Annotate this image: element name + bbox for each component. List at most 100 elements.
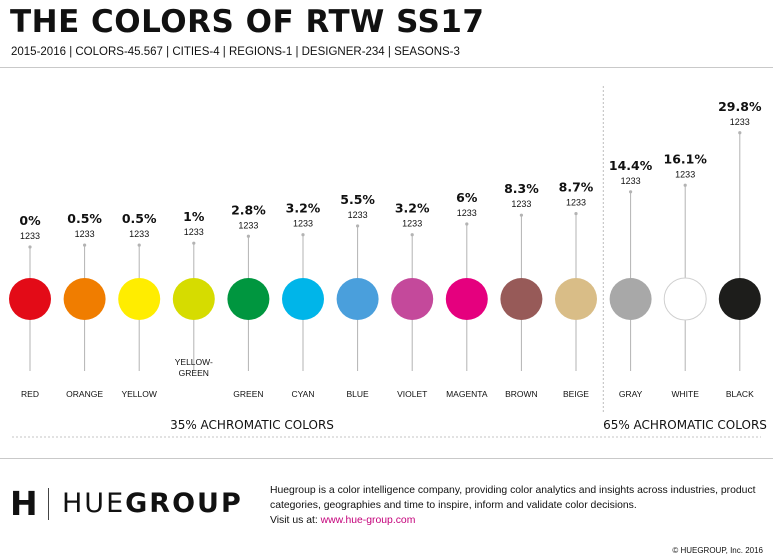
color-swatch-yellow [118,278,161,320]
count-label-gray: 1233 [621,176,641,186]
logo-wordmark-light: HUE [62,488,126,519]
color-column-orange: 0.5% 1233 ORANGE [63,211,106,399]
category-label-magenta: MAGENTA [446,389,488,399]
color-column-yellow: 0.5% 1233 YELLOW [118,211,161,399]
footer-divider [0,458,773,459]
stem-cap-black [738,131,742,135]
stem-cap-yellow-green [192,241,196,245]
category-label-orange: ORANGE [66,389,103,399]
stem-cap-green [246,234,250,238]
logo-separator [48,488,49,520]
category-label-cyan: CYAN [292,389,315,399]
value-label-orange: 0.5% [67,211,102,226]
color-swatch-beige [555,278,597,320]
count-label-brown: 1233 [511,199,531,209]
category-label-gray: GRAY [619,389,643,399]
color-swatch-black [718,278,761,320]
color-swatch-blue [336,278,379,320]
category-label-green: GREEN [233,389,263,399]
group-label-2: 65% ACHROMATIC COLORS [603,418,767,432]
color-column-brown: 8.3% 1233 BROWN [500,181,543,399]
category-label-blue: BLUE [346,389,369,399]
color-swatch-red [9,278,51,320]
logo-wordmark: HUEGROUP [62,486,243,522]
count-label-magenta: 1233 [457,208,477,218]
color-swatch-cyan [282,278,324,320]
count-label-blue: 1233 [348,210,368,220]
color-column-beige: 8.7% 1233 BEIGE [555,180,597,399]
stem-cap-beige [574,212,578,216]
color-column-green: 2.8% 1233 GREEN [227,202,270,399]
stem-cap-gray [629,190,633,194]
stem-cap-red [28,245,32,249]
stem-cap-cyan [301,233,305,237]
count-label-cyan: 1233 [293,219,313,229]
color-swatch-gray [609,278,652,320]
value-label-cyan: 3.2% [286,201,321,216]
top-divider [0,67,773,68]
value-label-beige: 8.7% [559,180,594,195]
group-label-1: 35% ACHROMATIC COLORS [170,418,334,432]
color-column-black: 29.8% 1233 BLACK [718,99,762,399]
color-swatch-magenta [445,278,488,320]
stem-cap-brown [519,213,524,217]
visit-label: Visit us at: [270,515,318,526]
value-label-green: 2.8% [231,202,266,217]
color-column-blue: 5.5% 1233 BLUE [336,192,379,399]
color-column-magenta: 6% 1233 MAGENTA [445,190,488,399]
color-swatch-brown [500,278,543,320]
stem-cap-yellow [137,243,141,247]
color-lollipop-chart: 0%1233RED0.5%1233ORANGE0.5%1233YELLOW1%1… [9,86,767,438]
color-column-yellow-green: 1% 1233 YELLOW-GREEN [172,209,215,378]
category-label-white: WHITE [672,389,700,399]
copyright-notice: © HUEGROUP, Inc. 2016 [672,546,763,555]
category-label-yellow-green: YELLOW-GREEN [175,357,213,378]
page-subtitle: 2015-2016 | COLORS-45.567 | CITIES-4 | R… [11,46,460,58]
count-label-black: 1233 [730,117,750,127]
color-column-cyan: 3.2% 1233 CYAN [282,201,324,399]
logo-wordmark-bold: GROUP [125,488,243,519]
category-label-violet: VIOLET [397,389,427,399]
value-label-blue: 5.5% [340,192,375,207]
count-label-beige: 1233 [566,198,586,208]
value-label-red: 0% [19,213,41,228]
website-link[interactable]: www.hue-group.com [320,515,416,526]
logo-mark: H [10,484,38,523]
page-title: THE COLORS OF RTW SS17 [10,4,485,40]
color-column-red: 0% 1233 RED [9,213,51,399]
count-label-green: 1233 [238,220,258,230]
value-label-magenta: 6% [456,190,478,205]
category-label-black: BLACK [726,389,754,399]
color-column-gray: 14.4% 1233 GRAY [609,158,653,399]
about-text-block: Huegroup is a color intelligence company… [270,483,768,528]
value-label-violet: 3.2% [395,201,430,216]
count-label-white: 1233 [675,169,695,179]
stem-cap-magenta [465,222,469,226]
color-swatch-orange [63,278,106,320]
color-swatch-white [663,277,707,321]
color-column-violet: 3.2% 1233 VIOLET [391,201,434,399]
value-label-white: 16.1% [664,151,708,166]
value-label-yellow-green: 1% [183,209,205,224]
category-label-yellow: YELLOW [121,389,156,399]
count-label-violet: 1233 [402,219,422,229]
color-swatch-yellow-green [172,278,215,320]
stem-cap-blue [356,224,360,228]
stem-cap-orange [83,243,87,247]
count-label-red: 1233 [20,231,40,241]
category-label-red: RED [21,389,39,399]
stem-cap-violet [410,233,414,237]
count-label-orange: 1233 [75,229,95,239]
category-label-beige: BEIGE [563,389,589,399]
value-label-gray: 14.4% [609,158,653,173]
stem-cap-white [683,183,687,187]
value-label-black: 29.8% [718,99,762,114]
color-swatch-violet [391,278,434,320]
about-description: Huegroup is a color intelligence company… [270,485,756,511]
value-label-brown: 8.3% [504,181,539,196]
count-label-yellow: 1233 [129,229,149,239]
category-label-brown: BROWN [505,389,538,399]
value-label-yellow: 0.5% [122,211,157,226]
count-label-yellow-green: 1233 [184,227,204,237]
color-column-white: 16.1% 1233 WHITE [664,151,708,399]
